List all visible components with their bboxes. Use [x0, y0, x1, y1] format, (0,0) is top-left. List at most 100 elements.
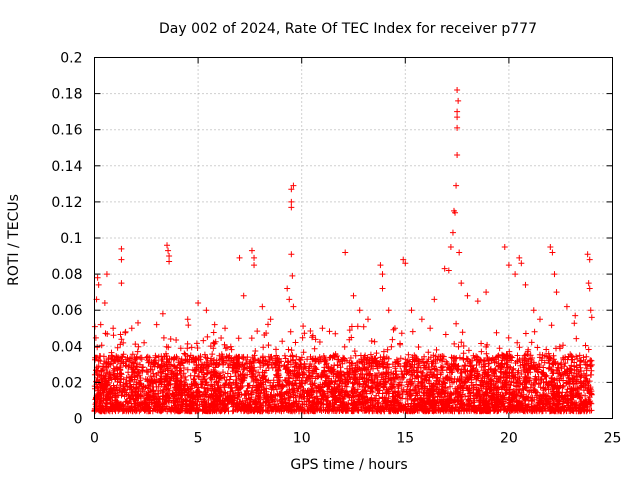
- data-point: [251, 254, 258, 261]
- data-point: [97, 321, 104, 328]
- data-point: [128, 325, 135, 332]
- data-point: [456, 249, 463, 256]
- data-point: [549, 249, 556, 256]
- data-point: [101, 299, 108, 306]
- data-point: [391, 325, 398, 332]
- chart-title: Day 002 of 2024, Rate Of TEC Index for r…: [159, 21, 537, 37]
- x-tick-label: 25: [604, 431, 622, 447]
- data-point: [342, 249, 349, 256]
- data-point: [203, 307, 210, 314]
- data-point: [166, 258, 173, 265]
- y-tick-label: 0.2: [60, 51, 82, 67]
- data-point: [563, 303, 570, 310]
- data-point: [455, 97, 462, 104]
- data-point: [408, 307, 415, 314]
- data-point: [288, 204, 295, 211]
- data-point: [587, 307, 594, 314]
- data-point: [512, 271, 519, 278]
- y-tick-label: 0.16: [51, 123, 82, 139]
- data-point: [585, 280, 592, 287]
- data-point: [356, 307, 363, 314]
- x-axis-label: GPS time / hours: [290, 457, 407, 473]
- data-point: [547, 244, 554, 251]
- data-point: [164, 242, 171, 249]
- data-point: [153, 321, 160, 328]
- data-point: [365, 316, 372, 323]
- y-tick-label: 0.06: [51, 303, 82, 319]
- data-point: [122, 328, 129, 335]
- data-point: [445, 267, 452, 274]
- data-point: [248, 247, 255, 254]
- data-point: [464, 292, 471, 299]
- data-point: [350, 292, 357, 299]
- data-point: [290, 303, 297, 310]
- data-point: [588, 314, 595, 321]
- y-tick-label: 0.12: [51, 195, 82, 211]
- x-tick-label: 0: [90, 431, 99, 447]
- data-point: [474, 298, 481, 305]
- data-point: [553, 289, 560, 296]
- y-tick-label: 0.04: [51, 339, 82, 355]
- data-point: [288, 251, 295, 258]
- data-point: [118, 256, 125, 263]
- data-point: [319, 325, 326, 332]
- data-point: [135, 319, 142, 326]
- data-point: [530, 307, 537, 314]
- data-point: [195, 299, 202, 306]
- data-point: [284, 285, 291, 292]
- data-point: [572, 312, 579, 319]
- data-point: [427, 325, 434, 332]
- data-point: [240, 292, 247, 299]
- data-point: [501, 244, 508, 251]
- data-points: [91, 86, 595, 415]
- data-point: [377, 262, 384, 269]
- data-point: [379, 271, 386, 278]
- data-point: [458, 280, 465, 287]
- data-point: [118, 245, 125, 252]
- data-point: [516, 254, 523, 261]
- data-point: [222, 325, 229, 332]
- data-point: [441, 265, 448, 272]
- x-tick-label: 10: [293, 431, 311, 447]
- data-point: [251, 262, 258, 269]
- data-point: [454, 114, 461, 121]
- data-point: [259, 303, 266, 310]
- data-point: [184, 316, 191, 323]
- data-point: [454, 124, 461, 131]
- data-point: [211, 321, 218, 328]
- x-tick-label: 20: [500, 431, 518, 447]
- data-point: [94, 274, 101, 281]
- data-point: [452, 209, 459, 216]
- y-tick-label: 0: [74, 412, 83, 428]
- data-point: [454, 151, 461, 158]
- data-point: [159, 310, 166, 317]
- data-point: [288, 186, 295, 193]
- y-tick-label: 0.14: [51, 159, 82, 175]
- data-point: [118, 280, 125, 287]
- y-tick-label: 0.18: [51, 87, 82, 103]
- axis-ticks: 0 0.02 0.04 0.06 0.08 0.1 0.12 0.14 0.16 0.18 0.2 0…: [51, 51, 621, 447]
- data-point: [536, 316, 543, 323]
- data-point: [505, 262, 512, 269]
- data-point: [447, 244, 454, 251]
- data-point: [551, 271, 558, 278]
- data-point: [95, 281, 102, 288]
- data-point: [454, 108, 461, 115]
- data-point: [418, 316, 425, 323]
- data-point: [402, 260, 409, 267]
- x-tick-label: 5: [194, 431, 203, 447]
- data-point: [267, 316, 274, 323]
- data-point: [483, 289, 490, 296]
- y-tick-label: 0.02: [51, 375, 82, 391]
- data-point: [431, 296, 438, 303]
- data-point: [586, 285, 593, 292]
- data-point: [518, 260, 525, 267]
- data-point: [288, 198, 295, 205]
- data-point: [110, 325, 117, 332]
- x-tick-label: 15: [396, 431, 414, 447]
- data-point: [522, 281, 529, 288]
- data-point: [286, 296, 293, 303]
- data-point: [289, 272, 296, 279]
- data-point: [586, 256, 593, 263]
